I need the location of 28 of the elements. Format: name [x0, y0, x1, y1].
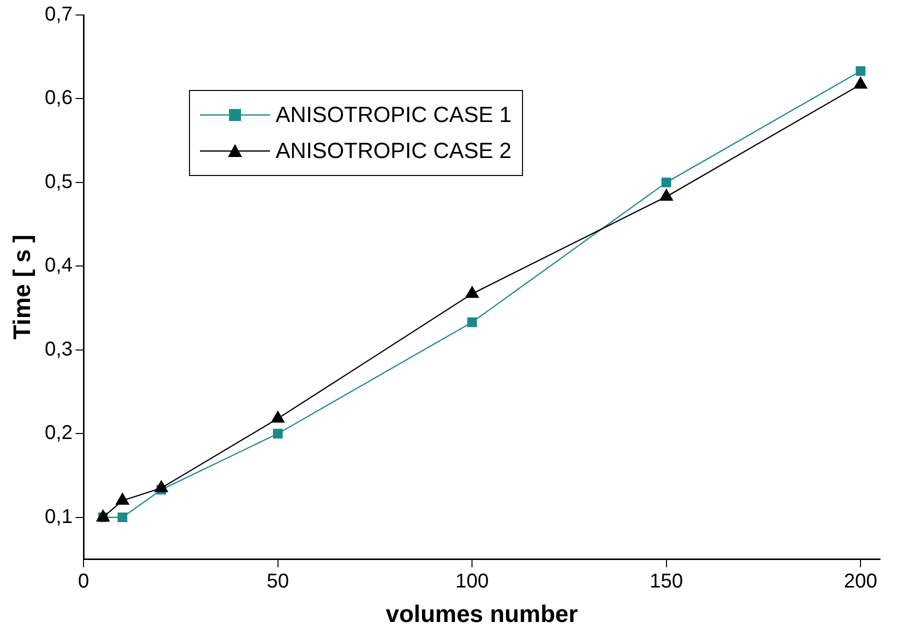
x-tick-label: 200 — [844, 570, 878, 593]
point — [467, 317, 477, 328]
y-tick-label: 0,5 — [44, 170, 73, 193]
x-tick-label: 0 — [78, 570, 90, 593]
point — [465, 286, 479, 298]
point — [273, 428, 283, 438]
y-tick-label: 0,7 — [44, 4, 73, 26]
x-tick-label: 100 — [455, 570, 489, 593]
y-tick-label: 0,1 — [44, 506, 73, 528]
point — [660, 189, 673, 201]
point — [154, 480, 168, 492]
legend-label: ANISOTROPIC CASE 1 — [276, 102, 512, 128]
y-tick-label: 0,6 — [44, 87, 73, 110]
point — [856, 66, 866, 76]
point — [118, 512, 128, 522]
y-tick-label: 0,4 — [44, 254, 73, 277]
point — [116, 492, 130, 505]
x-tick-label: 150 — [650, 570, 684, 593]
y-axis-title: Time [ s ] — [9, 234, 36, 340]
x-axis-title: volumes number — [386, 601, 578, 628]
y-tick-label: 0,2 — [44, 422, 73, 444]
point — [96, 510, 110, 522]
point — [854, 76, 868, 89]
legend-label: ANISOTROPIC CASE 2 — [276, 138, 512, 164]
point — [271, 410, 285, 423]
x-tick-label: 50 — [266, 570, 289, 593]
point — [661, 178, 672, 188]
y-tick-label: 0,3 — [44, 338, 73, 360]
